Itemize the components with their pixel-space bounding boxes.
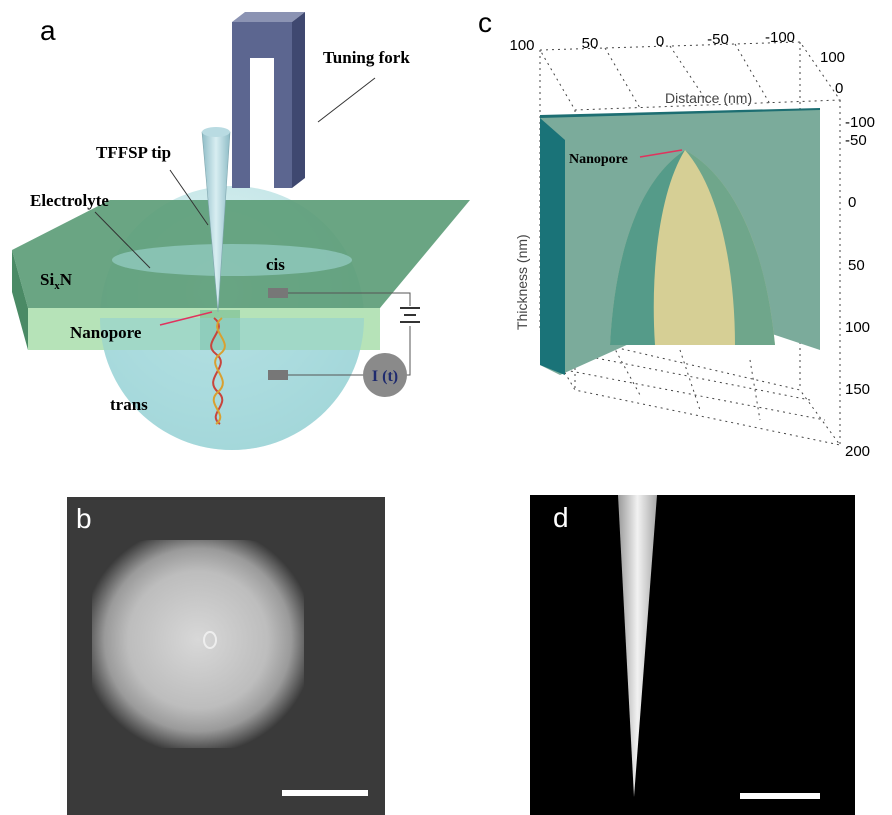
label: cis: [266, 255, 285, 274]
tick-label: 100: [820, 49, 845, 66]
electrode: [268, 288, 288, 298]
label: Nanopore: [569, 152, 628, 167]
tick-label: 200: [845, 443, 870, 460]
tick-label: -50: [707, 31, 729, 48]
panel-label: a: [40, 15, 56, 46]
droplet-surface: [112, 244, 352, 276]
figure: a I (t) Tuning fork: [0, 0, 892, 815]
tick-label: -100: [765, 29, 795, 46]
axis-label: Thickness (nm): [514, 234, 530, 330]
panel-d: d: [530, 495, 855, 815]
label: Nanopore: [70, 323, 142, 342]
label-part: N: [60, 270, 73, 289]
pointer: [318, 78, 375, 122]
panel-label: c: [478, 7, 492, 38]
tick-label: 50: [848, 257, 865, 274]
tuning-fork: [232, 22, 292, 188]
panel-label: b: [76, 503, 92, 534]
tick-label: 0: [848, 194, 856, 211]
panel-label: d: [553, 502, 569, 533]
fork-side: [292, 12, 305, 188]
sample-side: [540, 118, 565, 375]
tick-label: 100: [845, 319, 870, 336]
current-label: I (t): [372, 368, 398, 385]
tick-label: 0: [835, 80, 843, 97]
tick-label: 100: [509, 37, 534, 54]
axis-label: Distance (nm): [665, 90, 752, 106]
label: Electrolyte: [30, 191, 109, 210]
panel-b: b: [67, 497, 385, 815]
tick-label: 50: [582, 35, 599, 52]
label: trans: [110, 395, 148, 414]
label: Tuning fork: [323, 48, 410, 67]
scale-bar: [282, 790, 368, 796]
tick-label: -100: [845, 114, 875, 131]
tick-label: 150: [845, 381, 870, 398]
scale-bar: [740, 793, 820, 799]
sem-image: [530, 495, 855, 815]
tick-label: -50: [845, 132, 867, 149]
label: TFFSP tip: [96, 143, 171, 162]
panel-c: c Nanopore Distance (nm) Thickness (nm) …: [478, 7, 875, 460]
tip-top: [202, 127, 230, 137]
electrode: [268, 370, 288, 380]
sem-membrane: [92, 540, 304, 748]
tick-label: 0: [656, 33, 664, 50]
panel-a: a I (t) Tuning fork: [12, 12, 470, 450]
label-part: Si: [40, 270, 54, 289]
